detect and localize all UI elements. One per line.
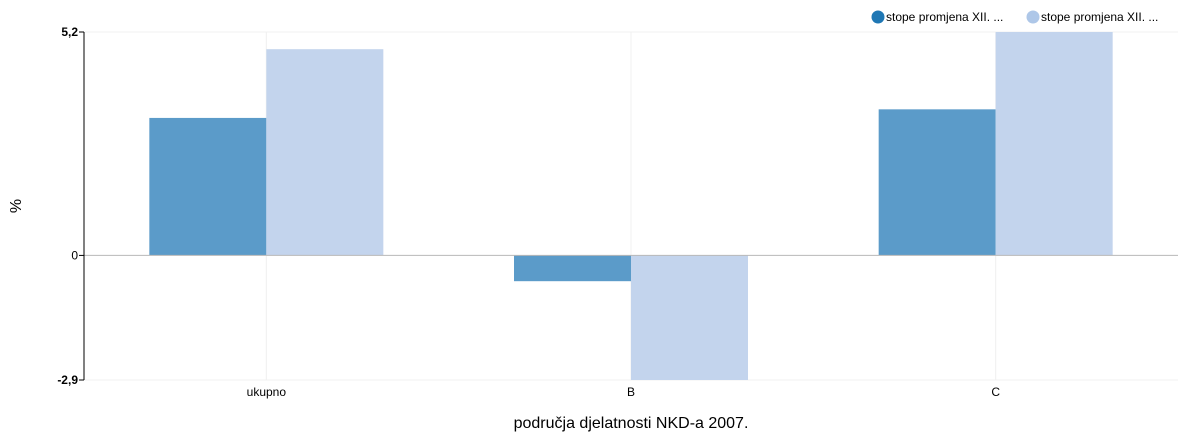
bar-B-series-1[interactable] [514,255,631,282]
legend-label-series-2[interactable]: stope promjena XII. ... [1041,10,1158,24]
legend-marker-series-1[interactable] [871,10,885,24]
bar-ukupno-series-1[interactable] [149,117,267,256]
bar-B-series-2[interactable] [631,255,748,380]
bar-C-series-1[interactable] [878,109,996,256]
bars [149,32,1113,380]
bar-ukupno-series-2[interactable] [266,49,384,256]
y-tick-label: 0 [71,248,78,262]
legend[interactable]: stope promjena XII. ... stope promjena XI… [871,10,1159,24]
x-tick-label: ukupno [247,385,287,399]
legend-label-series-1[interactable]: stope promjena XII. ... [886,10,1003,24]
y-ticks: -2,9 0 5,2 [57,25,84,387]
x-axis-title: područja djelatnosti NKD-a 2007. [514,415,749,432]
bar-C-series-2[interactable] [995,32,1113,256]
x-tick-label: C [991,385,1000,399]
x-tick-label: B [627,385,635,399]
y-tick-label: -2,9 [57,373,78,387]
y-axis-title: % [8,199,25,213]
legend-marker-series-2[interactable] [1026,10,1040,24]
x-ticks: ukupno B C [247,385,1001,399]
y-tick-label: 5,2 [61,25,78,39]
